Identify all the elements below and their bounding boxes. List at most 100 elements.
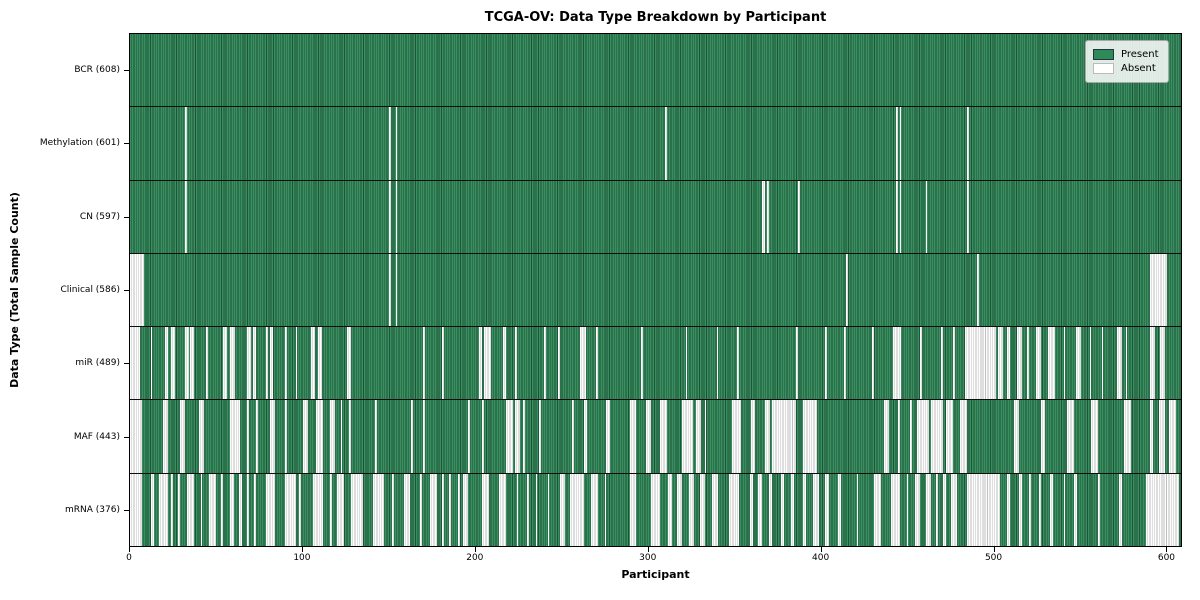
absent-stripe <box>896 107 898 180</box>
absent-stripe <box>423 327 426 400</box>
absent-stripe <box>299 473 301 546</box>
y-tick-label: mRNA (376) <box>65 505 120 516</box>
absent-stripe <box>1006 473 1011 546</box>
absent-stripe <box>373 473 384 546</box>
absent-stripe <box>1149 400 1154 473</box>
absent-stripe <box>704 400 707 473</box>
legend-present-label: Present <box>1121 49 1159 60</box>
absent-stripe <box>350 473 363 546</box>
absent-stripe <box>557 327 560 400</box>
absent-stripe <box>164 327 168 400</box>
x-tick-mark <box>301 547 303 552</box>
absent-stripe <box>967 107 969 180</box>
absent-stripe <box>478 327 483 400</box>
absent-stripe <box>732 400 741 473</box>
absent-stripe <box>185 180 187 253</box>
y-tick-label: BCR (608) <box>74 64 120 75</box>
x-tick-mark <box>1166 547 1168 552</box>
absent-stripe <box>130 327 141 400</box>
y-tick-label: Methylation (601) <box>39 138 120 149</box>
absent-stripe <box>423 400 426 473</box>
absent-stripe <box>682 400 693 473</box>
absent-stripe <box>892 327 902 400</box>
absent-stripe <box>185 327 189 400</box>
absent-stripe <box>419 473 422 546</box>
absent-stripe <box>771 400 797 473</box>
absent-stripe <box>696 400 702 473</box>
x-tick-label: 500 <box>984 553 1003 563</box>
row-Methylation <box>130 107 1181 181</box>
absent-stripe <box>516 473 519 546</box>
absent-stripe <box>388 253 391 327</box>
absent-stripe <box>916 400 930 473</box>
absent-stripe <box>463 473 469 546</box>
absent-stripe <box>388 180 391 253</box>
absent-stripe <box>897 400 900 473</box>
row-MAF <box>130 400 1181 474</box>
y-tick-mark <box>124 143 129 145</box>
absent-stripe <box>813 473 819 546</box>
absent-stripe <box>803 473 807 546</box>
absent-stripe <box>247 400 250 473</box>
y-tick-mark <box>124 363 129 365</box>
absent-stripe <box>590 473 598 546</box>
absent-stripe <box>915 473 921 546</box>
absent-stripe <box>330 400 336 473</box>
absent-stripe <box>130 253 144 327</box>
legend-absent-label: Absent <box>1121 63 1156 74</box>
absent-stripe <box>825 473 829 546</box>
absent-stripe <box>766 180 769 253</box>
absent-stripe <box>395 107 398 180</box>
absent-stripe <box>873 473 881 546</box>
x-axis-label: Participant <box>621 568 690 581</box>
x-tick-mark <box>820 547 822 552</box>
absent-stripe <box>539 400 541 473</box>
absent-stripe <box>630 473 636 546</box>
plot-area <box>129 33 1182 547</box>
absent-stripe <box>951 473 957 546</box>
absent-stripe <box>925 180 928 253</box>
x-tick-mark <box>474 547 476 552</box>
absent-stripe <box>430 473 438 546</box>
row-miR <box>130 327 1181 401</box>
absent-stripe <box>1017 327 1023 400</box>
x-tick-mark <box>993 547 995 552</box>
absent-stripe <box>340 400 343 473</box>
x-tick-mark <box>647 547 649 552</box>
absent-stripe <box>254 473 256 546</box>
y-tick-mark <box>124 510 129 512</box>
absent-stripe <box>1101 327 1104 400</box>
absent-stripe <box>295 327 298 400</box>
absent-stripe <box>442 327 445 400</box>
absent-stripe <box>223 327 227 400</box>
absent-stripe <box>758 473 762 546</box>
absent-stripe <box>502 327 507 400</box>
absent-stripe <box>178 473 181 546</box>
absent-stripe <box>255 400 258 473</box>
absent-stripe <box>977 253 980 327</box>
absent-stripe <box>1063 327 1066 400</box>
absent-stripe <box>247 473 250 546</box>
absent-stripe <box>302 400 308 473</box>
absent-stripe <box>514 400 521 473</box>
absent-stripe <box>711 473 719 546</box>
absent-stripe <box>967 180 969 253</box>
absent-stripe <box>180 400 186 473</box>
absent-stripe <box>699 473 705 546</box>
absent-stripe <box>269 400 275 473</box>
absent-stripe <box>953 327 955 400</box>
absent-stripe <box>1149 327 1156 400</box>
absent-stripe <box>185 107 187 180</box>
absent-stripe <box>844 327 847 400</box>
absent-stripe <box>796 327 798 400</box>
absent-stripe <box>330 473 332 546</box>
absent-stripe <box>825 327 828 400</box>
absent-stripe <box>312 473 324 546</box>
absent-stripe <box>150 473 155 546</box>
absent-stripe <box>737 327 740 400</box>
absent-stripe <box>230 473 234 546</box>
absent-stripe <box>1048 327 1055 400</box>
absent-stripe <box>1125 327 1128 400</box>
present-swatch-icon <box>1093 49 1114 60</box>
absent-stripe <box>337 473 344 546</box>
